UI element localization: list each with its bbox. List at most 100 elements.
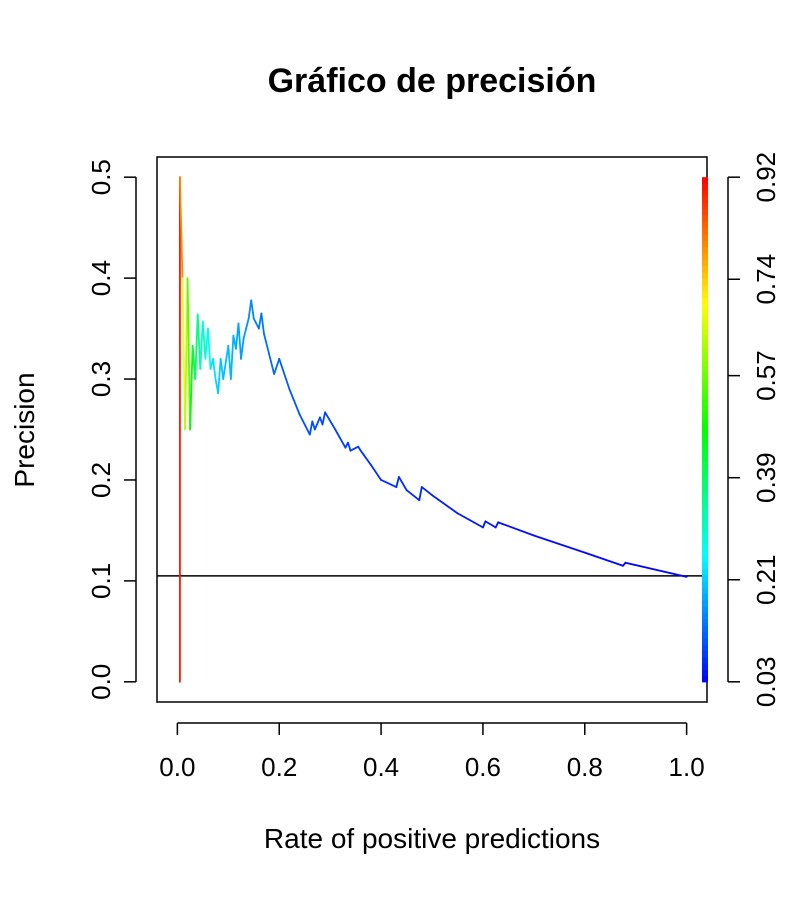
curve-segment	[199, 320, 204, 370]
colorbar-segment	[702, 259, 708, 267]
precision-series	[179, 176, 688, 683]
curve-segment	[395, 476, 400, 488]
y-axis-label: Precision	[9, 372, 40, 487]
colorbar-segment	[702, 473, 708, 481]
colorbar-segment	[702, 568, 708, 576]
y-tick-label: 0.2	[86, 462, 116, 498]
curve-segment	[624, 561, 688, 578]
curve-segment	[222, 344, 230, 380]
curve-segment	[217, 357, 222, 395]
colorbar-segment	[702, 391, 708, 399]
colorbar-tick-label: 0.03	[751, 657, 781, 708]
colorbar-segment	[702, 385, 708, 393]
curve-segment	[369, 463, 382, 481]
chart-title: Gráfico de precisión	[268, 62, 597, 100]
colorbar-segment	[702, 675, 708, 683]
colorbar-segment	[702, 196, 708, 204]
x-tick-label: 0.8	[567, 752, 603, 782]
colorbar-segment	[702, 580, 708, 588]
colorbar-segment	[702, 221, 708, 229]
curve-segment	[482, 520, 487, 529]
curve-segment	[311, 420, 316, 431]
curve-segment	[196, 313, 202, 370]
curve-segment	[298, 413, 311, 436]
colorbar-segment	[702, 549, 708, 557]
colorbar-segment	[702, 524, 708, 532]
x-tick-label: 0.4	[363, 752, 399, 782]
colorbar-segment	[702, 208, 708, 216]
colorbar-tick-label: 0.74	[751, 254, 781, 305]
colorbar-segment	[702, 498, 708, 506]
colorbar-segment	[702, 593, 708, 601]
curve-segment	[484, 520, 497, 529]
x-tick-label: 1.0	[669, 752, 705, 782]
x-tick-label: 0.0	[159, 752, 195, 782]
colorbar-axis: 0.03 0.21 0.39 0.57 0.74 0.92	[727, 152, 781, 708]
colorbar-segment	[702, 448, 708, 456]
colorbar-segment	[702, 486, 708, 494]
colorbar-segment	[702, 341, 708, 349]
colorbar-segment	[702, 265, 708, 273]
colorbar-segment	[702, 536, 708, 544]
curve-segment	[201, 320, 207, 360]
curve-segment	[252, 317, 260, 330]
curve-segment	[207, 327, 212, 370]
colorbar-segment	[702, 618, 708, 626]
colorbar-segment	[702, 202, 708, 210]
colorbar-segment	[702, 322, 708, 330]
colorbar-segment	[702, 297, 708, 304]
colorbar-segment	[702, 246, 708, 254]
curve-segment	[359, 449, 372, 466]
colorbar-segment	[702, 467, 708, 475]
curve-segment	[456, 512, 484, 529]
colorbar-segment	[702, 435, 708, 443]
colorbar-segment	[702, 227, 708, 235]
curve-segment	[263, 332, 270, 355]
colorbar-segment	[702, 177, 708, 185]
colorbar-segment	[702, 650, 708, 658]
curve-segment	[397, 476, 408, 491]
curve-segment	[334, 428, 347, 449]
curve-segment	[242, 327, 248, 340]
colorbar-tick-label: 0.21	[751, 554, 781, 605]
curve-segment	[288, 388, 301, 416]
x-axis-label: Rate of positive predictions	[264, 823, 600, 854]
curve-segment	[418, 486, 423, 502]
colorbar-segment	[702, 574, 708, 582]
curve-segment	[313, 416, 321, 431]
colorbar-segment	[702, 543, 708, 550]
colorbar-segment	[702, 631, 708, 639]
colorbar-segment	[702, 656, 708, 664]
colorbar-segment	[702, 599, 708, 607]
curve-segment	[245, 317, 250, 330]
colorbar-segment	[702, 278, 708, 286]
curve-segment	[431, 494, 459, 515]
x-tick-label: 0.6	[465, 752, 501, 782]
colorbar-segment	[702, 479, 708, 487]
colorbar-segment	[702, 511, 708, 519]
colorbar-segment	[702, 423, 708, 431]
curve-segment	[189, 344, 194, 431]
colorbar-segment	[702, 587, 708, 595]
colorbar-segment	[702, 315, 708, 323]
curve-segment	[240, 337, 245, 360]
y-tick-label: 0.4	[86, 260, 116, 296]
colorbar-segment	[702, 555, 708, 563]
colorbar-segment	[702, 372, 708, 380]
colorbar-segment	[702, 309, 708, 317]
curve-segment	[273, 357, 281, 375]
curve-segment	[321, 411, 326, 426]
curve-segment	[268, 352, 276, 375]
curve-segment	[260, 312, 265, 335]
colorbar-segment	[702, 397, 708, 405]
colorbar-segment	[702, 334, 708, 342]
curve-segment	[324, 411, 337, 431]
curve-segment	[347, 441, 352, 452]
curve-segment	[194, 313, 199, 380]
colorbar-segment	[702, 442, 708, 450]
colorbar-segment	[702, 637, 708, 645]
colorbar-segment	[702, 366, 708, 374]
colorbar-segment	[702, 410, 708, 418]
colorbar-segment	[702, 461, 708, 468]
